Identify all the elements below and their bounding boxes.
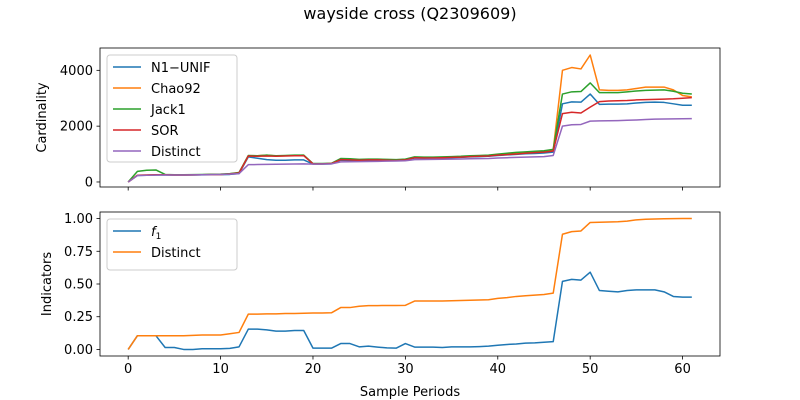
legend-entry-0: N1−UNIF [151, 61, 210, 76]
figure-title: wayside cross (Q2309609) [303, 4, 516, 23]
indicators-panel: 0 10 20 30 40 50 60 0.00 0.25 0.50 0.75 1.00 Indicat… [40, 211, 721, 400]
legend-entry-1: Distinct [151, 246, 201, 261]
x-tick-label: 0 [124, 362, 132, 377]
legend-box [106, 218, 238, 271]
x-tick-label: 10 [212, 362, 229, 377]
y-tick-label: 0 [85, 175, 93, 190]
x-tick-label: 40 [490, 362, 507, 377]
series-line-indicators-0 [127, 271, 692, 351]
x-tick-label: 20 [305, 362, 322, 377]
y-tick-label: 0.00 [64, 343, 93, 358]
legend-entry-3: SOR [151, 124, 179, 139]
y-axis-label: Cardinality [35, 82, 50, 153]
y-tick-label: 0.50 [64, 278, 93, 293]
x-axis-label: Sample Periods [360, 385, 460, 400]
y-tick-label: 2000 [60, 120, 93, 135]
cardinality-panel: 0 2000 4000 Cardinality N1−UNIF Chao92 Jack1 SO… [35, 47, 721, 191]
legend-entry-0: f1 [151, 225, 161, 242]
legend-box [106, 54, 238, 163]
series-line-cardinality-4 [127, 117, 692, 183]
y-tick-label: 0.75 [64, 245, 93, 260]
x-tick-label: 60 [674, 362, 691, 377]
legend-entry-1: Chao92 [151, 82, 201, 97]
y-axis-label: Indicators [40, 252, 55, 316]
y-tick-label: 1.00 [64, 212, 93, 227]
series-line-indicators-1 [127, 217, 692, 350]
legend-entry-4: Distinct [151, 145, 201, 160]
plot-frame [99, 47, 721, 188]
legend-entry-2: Jack1 [150, 103, 186, 118]
x-tick-label: 30 [397, 362, 414, 377]
x-tick-label: 50 [582, 362, 599, 377]
y-tick-label: 0.25 [64, 310, 93, 325]
y-tick-label: 4000 [60, 64, 93, 79]
